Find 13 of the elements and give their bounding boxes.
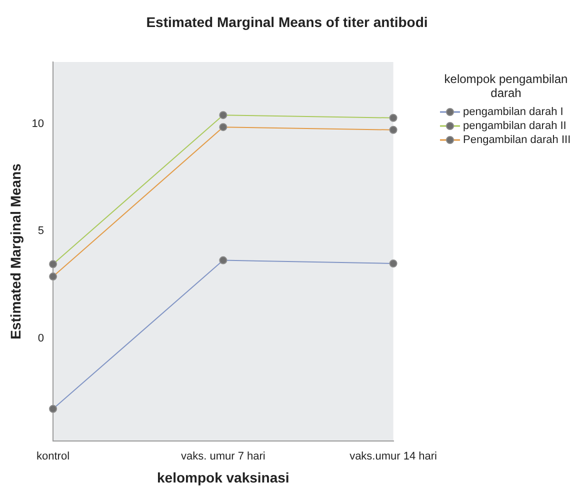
x-tick-label: vaks.umur 14 hari [350, 450, 438, 463]
y-tick-label: 10 [32, 118, 44, 130]
legend-title: kelompok pengambilan darah [443, 72, 569, 100]
legend-label: pengambilan darah I [463, 106, 564, 118]
x-tick-label: kontrol [36, 450, 70, 463]
y-axis-title: Estimated Marginal Means [7, 163, 24, 340]
x-tick-label: vaks. umur 7 hari [180, 450, 266, 463]
y-tick-label: 5 [38, 225, 44, 238]
legend-label: pengambilan darah II [463, 120, 566, 132]
chart-title: Estimated Marginal Means of titer antibodi [145, 14, 429, 30]
x-axis-title: kelompok vaksinasi [157, 469, 290, 486]
y-tick-label: 0 [38, 332, 44, 344]
legend-label: Pengambilan darah III [463, 134, 571, 146]
